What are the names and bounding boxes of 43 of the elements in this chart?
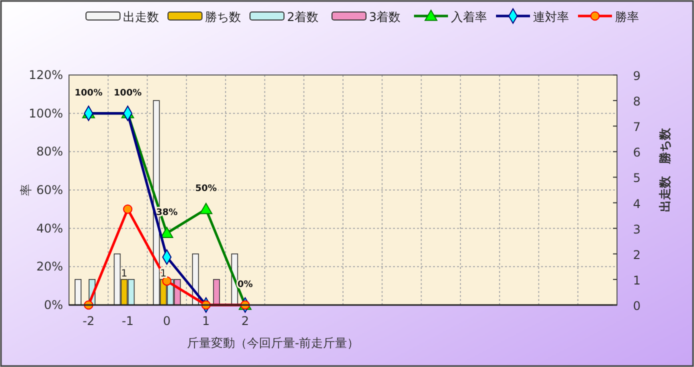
point xyxy=(162,276,172,286)
x-axis-title: 斤量変動（今回斤量-前走斤量） xyxy=(186,336,360,350)
y-tick-label: 20% xyxy=(36,260,63,274)
y-tick-label: 40% xyxy=(36,221,63,236)
legend-label: 3着数 xyxy=(369,10,401,24)
y2-tick-label: 8 xyxy=(633,94,641,109)
point xyxy=(200,202,212,214)
y2-tick-label: 7 xyxy=(633,120,641,134)
point xyxy=(123,204,132,214)
y2-tick-label: 4 xyxy=(633,196,641,211)
y-tick-label: 120% xyxy=(28,68,63,82)
y2-tick-label: 2 xyxy=(633,248,641,262)
y-tick-label: 100% xyxy=(28,106,63,120)
x-tick-label: -2 xyxy=(82,314,95,328)
point xyxy=(160,226,174,238)
x-tick-label: 2 xyxy=(241,314,249,328)
legend-label: 勝ち数 xyxy=(205,10,241,24)
y-tick-label: 0% xyxy=(44,298,63,312)
y2-tick-label: 5 xyxy=(633,171,641,186)
x-tick-label: -1 xyxy=(122,314,134,328)
y-axis-title: 率 xyxy=(19,184,33,196)
y-tick-label: 60% xyxy=(36,183,63,197)
data-label: 100% xyxy=(114,88,142,98)
y2-tick-label: 0 xyxy=(633,299,641,313)
data-label: 0% xyxy=(238,280,253,290)
y2-tick-label: 6 xyxy=(633,146,641,160)
data-label: 50% xyxy=(195,184,217,194)
y-tick-label: 80% xyxy=(36,144,63,159)
legend-label: 連対率 xyxy=(533,10,569,24)
x-tick-label: 0 xyxy=(163,314,171,328)
legend-label: 勝率 xyxy=(615,10,639,24)
y2-axis-title: 出走数 勝ち数 xyxy=(658,127,672,212)
y2-tick-label: 3 xyxy=(633,222,641,236)
legend-label: 出走数 xyxy=(123,10,159,24)
data-label: 1 xyxy=(121,268,128,280)
data-label: 100% xyxy=(74,88,102,98)
y2-tick-label: 1 xyxy=(633,273,641,288)
legend-label: 2着数 xyxy=(287,10,319,24)
bar xyxy=(213,279,220,306)
y2-tick-label: 9 xyxy=(633,69,641,83)
x-tick-label: 1 xyxy=(202,314,210,328)
bar xyxy=(74,279,82,306)
legend-label: 入着率 xyxy=(451,10,487,24)
